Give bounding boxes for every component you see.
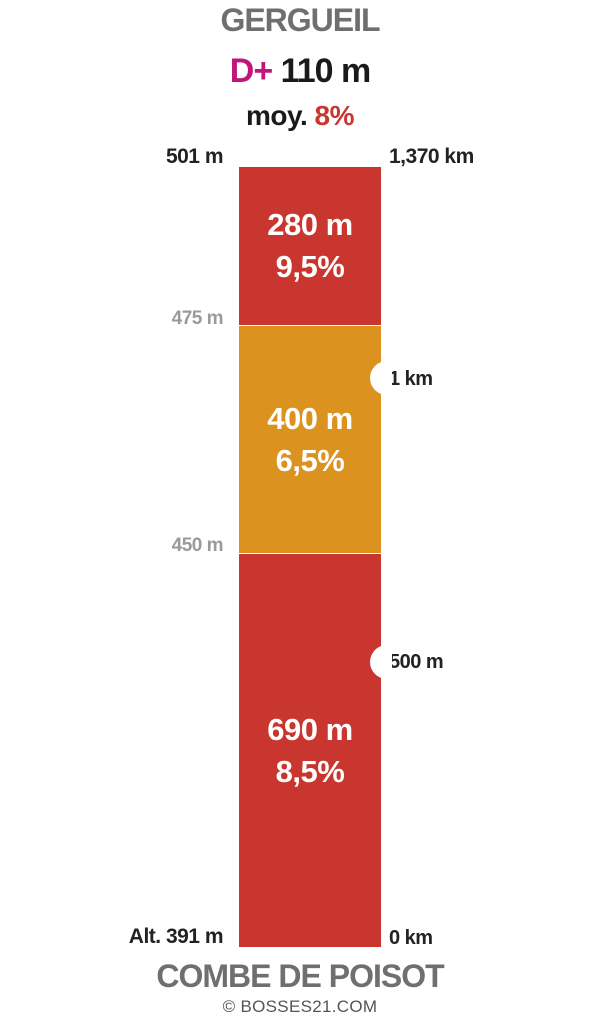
distance-marker-1km [370,360,392,395]
segment-length: 400 m [267,400,353,436]
average-grade: moy. 8% [0,100,600,132]
gain-value: 110 m [280,52,372,90]
segment-length: 280 m [267,207,353,243]
gain-label: D+ [229,52,273,90]
distance-start-label: 0 km [389,927,433,949]
profile-segment-middle: 400 m 6,5% [239,326,381,555]
profile-segment-top: 280 m 9,5% [239,167,381,327]
avg-value: 8% [314,100,355,131]
avg-label: moy. [245,100,308,131]
distance-top-label: 1,370 km [389,145,474,168]
elevation-gain: D+ 110 m [0,52,600,91]
segment-grade: 9,5% [275,249,345,285]
altitude-mid-upper-label: 475 m [171,308,224,329]
distance-marker-500m [370,645,392,680]
distance-1km-label: 1 km [389,368,433,390]
profile-segment-bottom: 690 m 8,5% [239,554,381,947]
altitude-top-label: 501 m [165,145,224,168]
altitude-bottom-label: Alt. 391 m [128,925,224,948]
segment-grade: 6,5% [275,442,345,478]
segment-grade: 8,5% [275,753,345,789]
summit-name: GERGUEIL [220,2,380,38]
copyright: © BOSSES21.COM [222,997,378,1016]
altitude-mid-lower-label: 450 m [171,535,224,556]
base-name: COMBE DE POISOT [156,958,444,994]
gradient-profile-bar: 690 m 8,5% 400 m 6,5% 280 m 9,5% [239,167,381,947]
segment-length: 690 m [267,711,353,747]
distance-500m-label: 500 m [389,651,444,673]
